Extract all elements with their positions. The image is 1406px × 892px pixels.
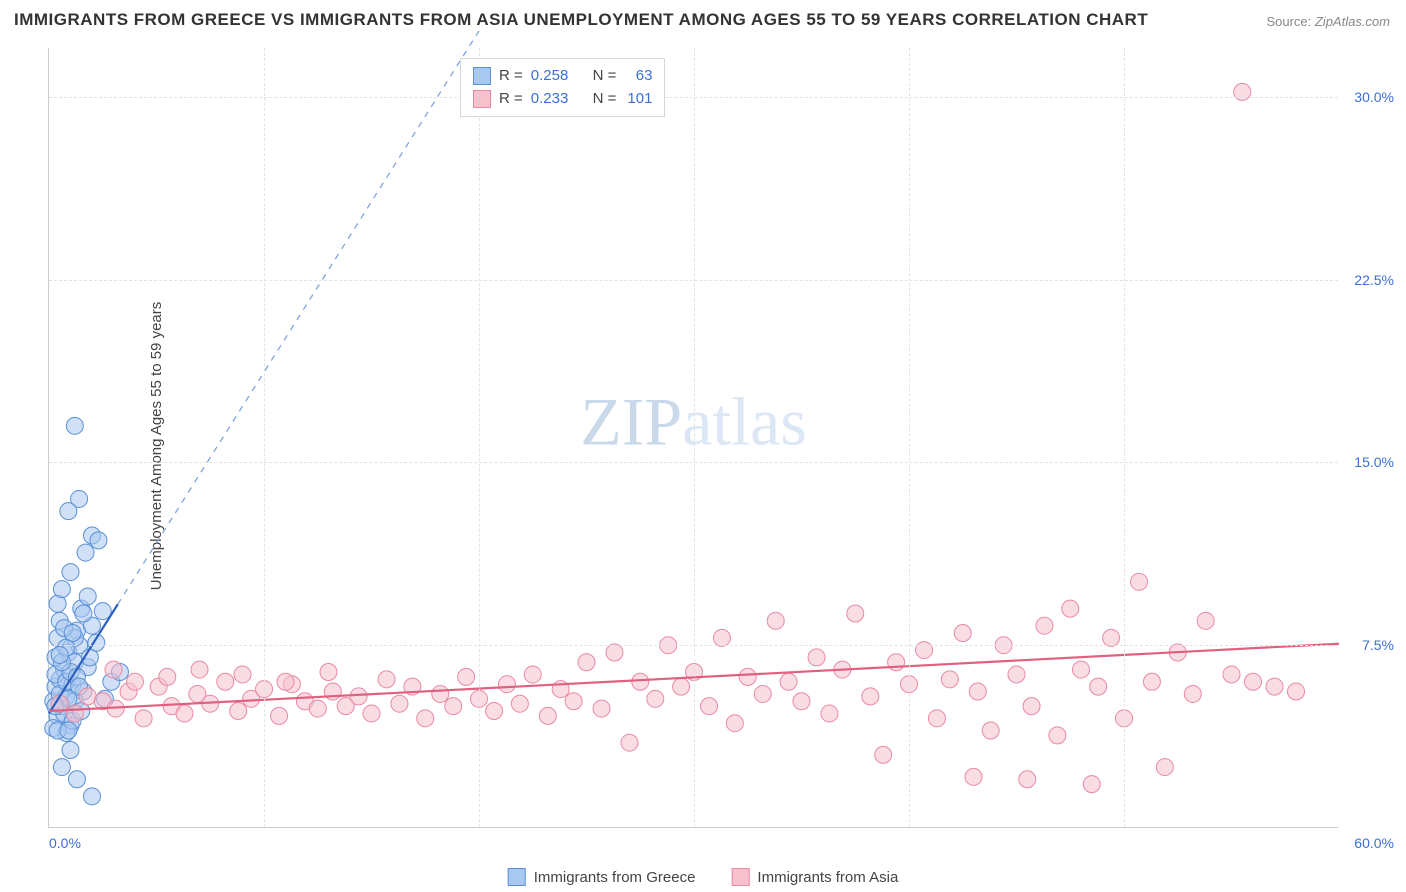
- source-name: ZipAtlas.com: [1315, 14, 1390, 29]
- y-tick: 7.5%: [1362, 637, 1394, 653]
- legend-item-greece: Immigrants from Greece: [508, 868, 696, 886]
- series-legend: Immigrants from Greece Immigrants from A…: [508, 868, 899, 886]
- r-label: R =: [499, 65, 523, 88]
- source-prefix: Source:: [1266, 14, 1314, 29]
- source-credit: Source: ZipAtlas.com: [1266, 14, 1390, 29]
- correlation-legend: R = 0.258 N = 63 R = 0.233 N = 101: [460, 58, 665, 117]
- r-val-greece: 0.258: [531, 65, 569, 88]
- y-tick: 22.5%: [1354, 272, 1394, 288]
- r-label: R =: [499, 88, 523, 111]
- y-tick: 30.0%: [1354, 89, 1394, 105]
- n-val-asia: 101: [624, 88, 652, 111]
- n-label: N =: [593, 65, 617, 88]
- n-val-greece: 63: [624, 65, 652, 88]
- legend-swatch-greece: [473, 67, 491, 85]
- r-val-asia: 0.233: [531, 88, 569, 111]
- x-tick: 0.0%: [49, 835, 81, 851]
- x-tick: 60.0%: [1354, 835, 1394, 851]
- legend-item-asia: Immigrants from Asia: [731, 868, 898, 886]
- legend-swatch-greece: [508, 868, 526, 886]
- legend-label-asia: Immigrants from Asia: [757, 869, 898, 886]
- chart-title: IMMIGRANTS FROM GREECE VS IMMIGRANTS FRO…: [14, 10, 1148, 30]
- plot-area: ZIPatlas 7.5%15.0%22.5%30.0%0.0%60.0%: [48, 48, 1338, 828]
- n-label: N =: [593, 88, 617, 111]
- legend-swatch-asia: [473, 90, 491, 108]
- legend-row-greece: R = 0.258 N = 63: [473, 65, 652, 88]
- y-tick: 15.0%: [1354, 454, 1394, 470]
- legend-label-greece: Immigrants from Greece: [534, 869, 696, 886]
- legend-row-asia: R = 0.233 N = 101: [473, 88, 652, 111]
- legend-swatch-asia: [731, 868, 749, 886]
